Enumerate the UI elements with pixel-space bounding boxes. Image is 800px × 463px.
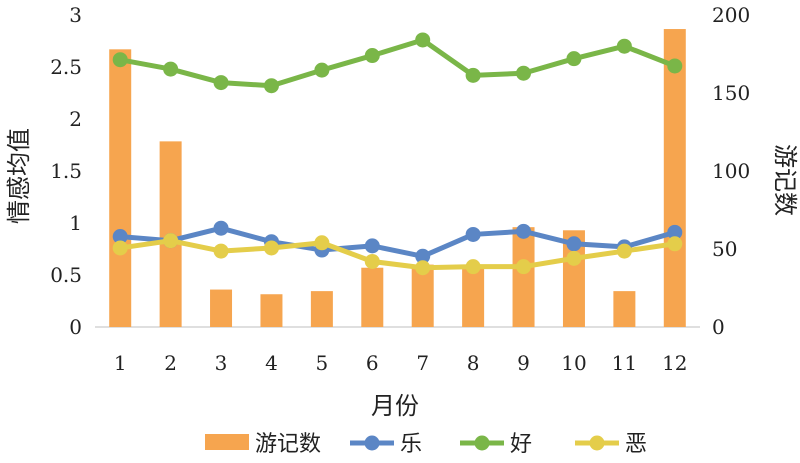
data-point (465, 67, 481, 83)
legend-swatch-marker (589, 435, 605, 451)
bar (462, 264, 485, 327)
bar (512, 227, 535, 327)
left-tick-label: 2.5 (50, 55, 82, 79)
left-tick-label: 3 (69, 3, 82, 27)
x-tick-label: 10 (561, 351, 586, 375)
legend: 游记数 乐 好 恶 (205, 432, 647, 457)
x-axis-title: 月份 (371, 392, 419, 420)
data-point (314, 235, 330, 251)
data-point (213, 220, 229, 236)
legend-label: 乐 (400, 432, 422, 457)
bar-series (109, 29, 686, 327)
data-point (516, 223, 532, 239)
data-point (667, 58, 683, 74)
data-point (364, 253, 380, 269)
data-point (415, 248, 431, 264)
bar (663, 29, 686, 327)
x-tick-label: 7 (416, 351, 429, 375)
bar (613, 291, 636, 327)
left-tick-label: 1 (69, 211, 82, 235)
data-point (163, 233, 179, 249)
right-tick-label: 200 (712, 3, 750, 27)
data-point (415, 32, 431, 48)
bar (109, 49, 132, 327)
series-line (120, 225, 676, 259)
data-point (314, 62, 330, 78)
bar (210, 289, 233, 327)
data-point (213, 75, 229, 91)
legend-label: 好 (510, 432, 532, 457)
data-point (667, 224, 683, 240)
data-point (112, 229, 128, 245)
x-tick-label: 9 (517, 351, 530, 375)
series-line (119, 238, 676, 271)
right-tick-label: 50 (712, 237, 737, 261)
data-point (112, 240, 128, 256)
data-point (415, 260, 431, 276)
x-tick-label: 5 (316, 351, 329, 375)
left-tick-label: 2 (69, 107, 82, 131)
right-tick-label: 150 (712, 81, 750, 105)
data-point (516, 65, 532, 81)
right-axis-title: 游记数 (771, 144, 799, 216)
data-point (566, 236, 582, 252)
left-tick-label: 0 (69, 315, 82, 339)
x-tick-label: 11 (612, 351, 637, 375)
right-tick-label: 0 (712, 315, 725, 339)
data-point (566, 250, 582, 266)
data-point (112, 52, 128, 68)
data-point (163, 61, 179, 77)
bar (260, 294, 283, 327)
legend-swatch-marker (474, 435, 490, 451)
x-tick-label: 3 (215, 351, 228, 375)
data-point (465, 226, 481, 242)
legend-label: 游记数 (255, 432, 321, 457)
legend-label: 恶 (625, 432, 647, 457)
x-tick-label: 1 (114, 351, 127, 375)
x-tick-label: 4 (265, 351, 278, 375)
x-tick-label: 8 (467, 351, 480, 375)
data-point (263, 78, 279, 94)
data-point (616, 243, 632, 259)
data-point (566, 51, 582, 67)
x-tick-label: 6 (366, 351, 379, 375)
data-point (364, 48, 380, 64)
bar (361, 267, 384, 327)
right-tick-label: 100 (712, 159, 750, 183)
data-point (465, 259, 481, 275)
data-point (516, 259, 532, 275)
bar (310, 291, 333, 327)
data-point (616, 38, 632, 54)
x-tick-label: 2 (164, 351, 177, 375)
legend-swatch-marker (364, 435, 380, 451)
series-line (119, 37, 676, 89)
line-series (112, 32, 683, 276)
data-point (364, 238, 380, 254)
data-point (263, 240, 279, 256)
x-tick-label: 12 (662, 351, 687, 375)
bar (411, 264, 434, 327)
legend-swatch (205, 434, 249, 450)
data-point (213, 243, 229, 259)
data-point (667, 236, 683, 252)
left-tick-label: 1.5 (50, 159, 82, 183)
left-axis-title: 情感均值 (5, 128, 33, 224)
left-tick-label: 0.5 (50, 263, 82, 287)
